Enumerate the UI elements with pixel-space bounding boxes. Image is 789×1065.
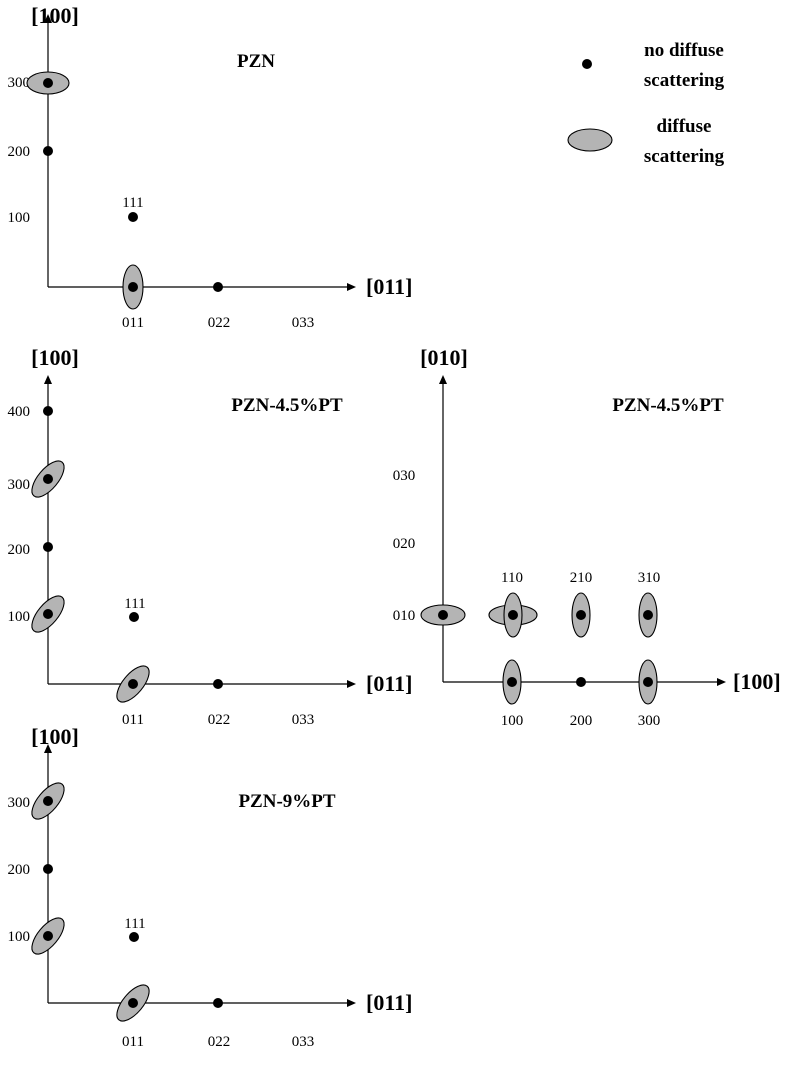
y-axis-label: [100] — [31, 345, 79, 370]
bragg-peak-011 — [128, 998, 138, 1008]
bragg-peak-300 — [43, 474, 53, 484]
legend-no-diffuse-label-2: scattering — [644, 70, 725, 91]
x-axis-label: [011] — [366, 671, 412, 696]
bragg-peak-011 — [128, 282, 138, 292]
y-tick-100: 100 — [8, 929, 31, 945]
y-tick-200: 200 — [8, 144, 31, 160]
y-tick-300: 300 — [8, 477, 31, 493]
bragg-peak-200 — [43, 542, 53, 552]
bragg-peak-111 — [129, 932, 139, 942]
bragg-peak-111 — [129, 612, 139, 622]
bragg-peak-200 — [43, 146, 53, 156]
x-axis-label: [100] — [733, 669, 781, 694]
legend: no diffuse scattering diffuse scattering — [567, 40, 725, 167]
x-tick-100: 100 — [501, 713, 524, 729]
panel-pzn: [100] [011] PZN 300 200 100 011 022 033 … — [8, 3, 413, 331]
x-tick-033: 033 — [292, 1034, 315, 1050]
bragg-peak-200 — [43, 864, 53, 874]
panel-title: PZN-4.5%PT — [612, 395, 724, 416]
bragg-peak-300 — [643, 677, 653, 687]
bragg-peak-011 — [128, 679, 138, 689]
x-tick-011: 011 — [122, 1034, 144, 1050]
y-axis-arrow — [44, 14, 52, 23]
bragg-peak-022 — [213, 282, 223, 292]
point-label-111: 111 — [124, 596, 145, 612]
panel-pzn-4-5pt-right: [010] [100] PZN-4.5%PT 030 020 010 100 2… — [393, 345, 781, 729]
y-tick-030: 030 — [393, 468, 416, 484]
panel-title: PZN-9%PT — [238, 791, 335, 812]
bragg-peak-200 — [576, 677, 586, 687]
x-axis-arrow — [347, 999, 356, 1007]
y-tick-010: 010 — [393, 608, 416, 624]
x-axis-arrow — [347, 680, 356, 688]
y-tick-400: 400 — [8, 404, 31, 420]
x-tick-022: 022 — [208, 315, 231, 331]
x-axis-label: [011] — [366, 274, 412, 299]
point-label-111: 111 — [122, 195, 143, 211]
bragg-peak-210 — [576, 610, 586, 620]
x-tick-011: 011 — [122, 712, 144, 728]
legend-no-diffuse-label-1: no diffuse — [644, 40, 724, 61]
x-axis-arrow — [717, 678, 726, 686]
y-axis-label: [100] — [31, 3, 79, 28]
point-label-110: 110 — [501, 570, 523, 586]
bragg-peak-300 — [43, 78, 53, 88]
x-tick-200: 200 — [570, 713, 593, 729]
bragg-peak-022 — [213, 998, 223, 1008]
point-label-111: 111 — [124, 916, 145, 932]
bragg-peak-300 — [43, 796, 53, 806]
x-tick-022: 022 — [208, 1034, 231, 1050]
y-tick-100: 100 — [8, 210, 31, 226]
y-axis-label: [100] — [31, 724, 79, 749]
y-tick-300: 300 — [8, 795, 31, 811]
x-tick-033: 033 — [292, 315, 315, 331]
y-axis-arrow — [44, 744, 52, 753]
y-axis-arrow — [439, 375, 447, 384]
bragg-peak-010 — [438, 610, 448, 620]
x-tick-022: 022 — [208, 712, 231, 728]
bragg-peak-022 — [213, 679, 223, 689]
point-label-310: 310 — [638, 570, 661, 586]
y-tick-200: 200 — [8, 542, 31, 558]
y-axis-arrow — [44, 375, 52, 384]
x-tick-033: 033 — [292, 712, 315, 728]
bragg-peak-100 — [507, 677, 517, 687]
x-tick-300: 300 — [638, 713, 661, 729]
panel-pzn-4-5pt-left: [100] [011] PZN-4.5%PT 400 300 200 100 0… — [8, 345, 413, 728]
x-tick-011: 011 — [122, 315, 144, 331]
panel-pzn-9pt: [100] [011] PZN-9%PT 300 200 100 011 022… — [8, 724, 413, 1050]
x-axis-arrow — [347, 283, 356, 291]
bragg-peak-111 — [128, 212, 138, 222]
y-tick-200: 200 — [8, 862, 31, 878]
legend-diffuse-label-2: scattering — [644, 146, 725, 167]
bragg-peak-310 — [643, 610, 653, 620]
y-tick-100: 100 — [8, 609, 31, 625]
legend-no-diffuse-marker — [582, 59, 592, 69]
y-axis-label: [010] — [420, 345, 468, 370]
bragg-peak-110 — [508, 610, 518, 620]
bragg-peak-400 — [43, 406, 53, 416]
legend-diffuse-label-1: diffuse — [657, 116, 712, 137]
bragg-peak-100 — [43, 609, 53, 619]
y-tick-020: 020 — [393, 536, 416, 552]
point-label-210: 210 — [570, 570, 593, 586]
legend-diffuse-marker — [567, 128, 613, 152]
bragg-peak-100 — [43, 931, 53, 941]
panel-title: PZN-4.5%PT — [231, 395, 343, 416]
y-tick-300: 300 — [8, 75, 31, 91]
x-axis-label: [011] — [366, 990, 412, 1015]
panel-title: PZN — [237, 51, 275, 72]
